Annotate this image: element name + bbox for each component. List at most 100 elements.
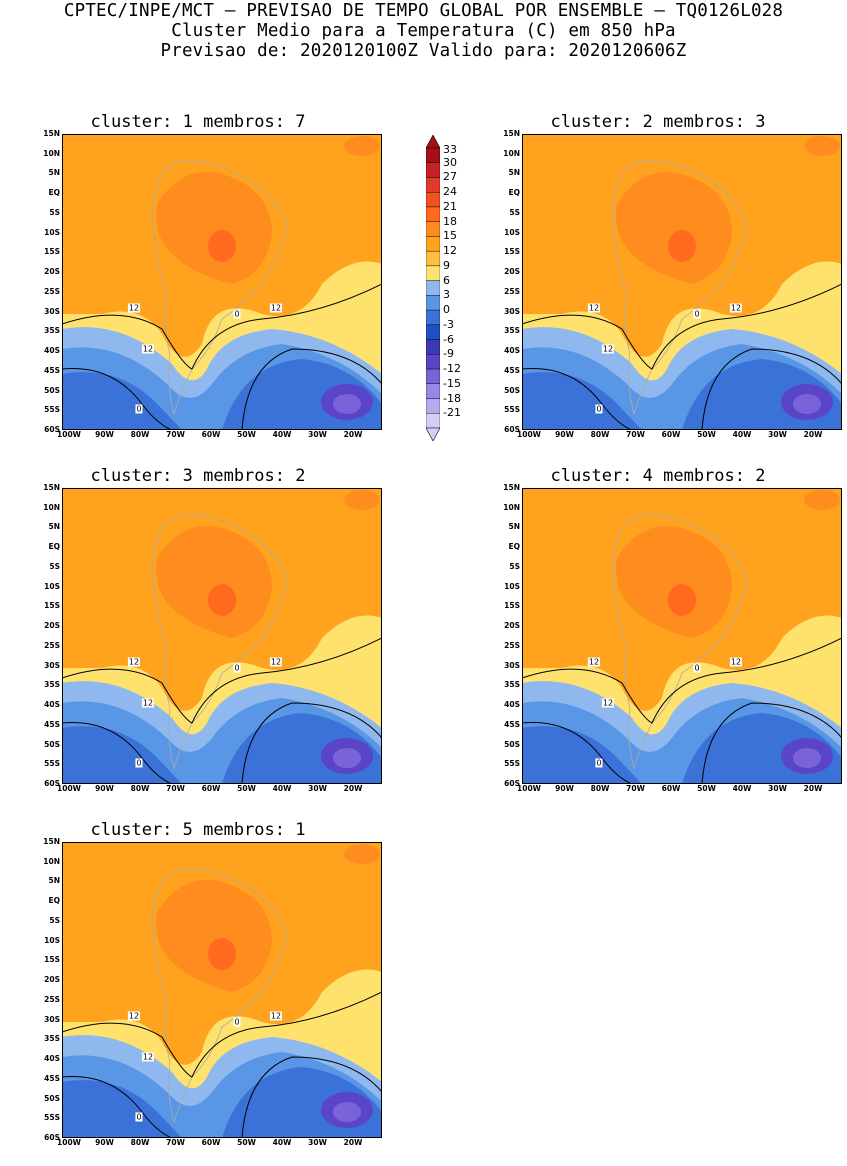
hot-spot xyxy=(668,584,696,616)
contour-label: 12 xyxy=(141,344,155,354)
contour-0-east xyxy=(241,1056,382,1138)
warm-ne xyxy=(344,490,380,510)
lat-tick-label: 50S xyxy=(504,385,520,395)
temperature-map xyxy=(62,488,382,784)
colorbar-swatch xyxy=(426,309,440,326)
lat-tick-label: 5S xyxy=(509,207,520,217)
colorbar-swatch xyxy=(426,265,440,281)
lat-tick-label: EQ xyxy=(48,542,61,552)
map-field xyxy=(522,488,842,784)
lat-tick-label: 15S xyxy=(44,955,60,965)
lat-tick-label: 40S xyxy=(44,700,60,710)
map-field xyxy=(62,134,382,430)
contour-label: 12 xyxy=(269,1011,283,1021)
lat-tick-label: 15N xyxy=(43,837,60,846)
contour-label: 0 xyxy=(595,758,603,768)
lat-tick-label: 10S xyxy=(44,581,60,591)
colorbar-tick-label: 3 xyxy=(443,288,450,302)
lon-tick-label: 100W xyxy=(57,1138,81,1147)
colorbar-swatch xyxy=(426,354,440,370)
lon-tick-label: 80W xyxy=(590,784,610,793)
colorbar-tick-label: 21 xyxy=(443,199,457,213)
lon-tick-label: 30W xyxy=(308,430,327,439)
hot-spot xyxy=(208,584,236,616)
colorbar-swatch xyxy=(426,368,440,384)
lon-tick-label: 20W xyxy=(343,784,363,793)
contour-label: 12 xyxy=(729,657,743,667)
warm-ne xyxy=(344,844,380,864)
cold-core-inner xyxy=(333,1102,361,1122)
lon-tick-label: 90W xyxy=(95,784,114,793)
contour-label: 0 xyxy=(693,309,701,319)
colorbar-tick-label: 15 xyxy=(443,229,457,243)
lon-tick-label: 90W xyxy=(95,430,114,439)
lon-tick-label: 70W xyxy=(166,784,185,793)
lat-tick-label: 5S xyxy=(509,561,520,571)
lat-tick-label: 5N xyxy=(508,522,521,532)
colorbar-tick-label: 9 xyxy=(443,258,450,272)
contour-label: 12 xyxy=(729,303,743,313)
band-ocean-pacific xyxy=(62,586,162,678)
contour-0-west xyxy=(62,1075,173,1138)
lat-tick-label: 35S xyxy=(504,680,520,690)
lat-tick-label: 55S xyxy=(504,759,520,769)
lat-tick-label: 10N xyxy=(43,856,60,866)
lat-tick-label: 30S xyxy=(44,1014,60,1024)
map-field xyxy=(62,488,382,784)
map-panel-1: cluster: 1 membros: 7 12 12 12 0 0 15N 10N 5N EQ 5… xyxy=(18,112,382,458)
lat-tick-label: 5S xyxy=(49,561,60,571)
colorbar-swatch xyxy=(426,162,440,178)
contour-label: 12 xyxy=(587,303,601,313)
colorbar-tick-label: 24 xyxy=(443,185,457,199)
lat-tick-label: 15N xyxy=(43,483,60,492)
panel-title: cluster: 2 membros: 3 xyxy=(550,112,766,132)
header-line-2: Cluster Medio para a Temperatura (C) em … xyxy=(171,21,676,41)
contour-0-west xyxy=(522,367,633,430)
lat-tick-label: 25S xyxy=(44,994,60,1004)
contour-label: 12 xyxy=(601,344,615,354)
lat-tick-label: 5N xyxy=(48,522,61,532)
warm-ne xyxy=(344,136,380,156)
panel-title: cluster: 5 membros: 1 xyxy=(90,820,306,840)
lat-tick-label: 15S xyxy=(504,247,520,257)
lat-tick-label: 15N xyxy=(43,129,60,138)
map-frame xyxy=(62,134,382,430)
lat-tick-label: 50S xyxy=(44,739,60,749)
lat-tick-label: 40S xyxy=(44,346,60,356)
lon-tick-label: 70W xyxy=(626,430,645,439)
colorbar-tick-label: 18 xyxy=(443,214,457,228)
hot-spot xyxy=(668,230,696,262)
cold-core-inner xyxy=(333,748,361,768)
lon-tick-label: 30W xyxy=(768,784,787,793)
lat-tick-label: 10S xyxy=(44,935,60,945)
colorbar-bottom-arrow xyxy=(426,427,440,441)
lat-tick-label: 5S xyxy=(49,915,60,925)
lat-tick-label: 40S xyxy=(504,346,520,356)
contour-0-east xyxy=(241,348,382,430)
colorbar-tick-label: 30 xyxy=(443,155,457,169)
lon-tick-label: 90W xyxy=(95,1138,114,1147)
lat-tick-label: 35S xyxy=(44,680,60,690)
panel-title: cluster: 1 membros: 7 xyxy=(90,112,306,132)
lon-tick-label: 90W xyxy=(555,784,574,793)
lat-tick-label: 55S xyxy=(44,405,60,415)
contour-0-east xyxy=(701,702,842,784)
lat-tick-label: 60S xyxy=(504,425,520,434)
lat-tick-label: 45S xyxy=(504,365,520,375)
contour-0-west xyxy=(62,367,173,430)
map-frame xyxy=(62,488,382,784)
colorbar-swatch xyxy=(426,177,440,193)
lon-tick-label: 40W xyxy=(272,1138,292,1147)
panel-title: cluster: 4 membros: 2 xyxy=(550,466,766,486)
lat-tick-label: 60S xyxy=(44,425,60,434)
lat-tick-label: 55S xyxy=(44,1113,60,1123)
lat-tick-label: 30S xyxy=(44,660,60,670)
contour-label: 0 xyxy=(233,309,241,319)
warm-core xyxy=(616,172,732,284)
lat-tick-label: 20S xyxy=(44,267,60,277)
lat-tick-label: 55S xyxy=(44,759,60,769)
lon-tick-label: 30W xyxy=(308,784,327,793)
lat-tick-label: 5S xyxy=(49,207,60,217)
lat-tick-label: 15S xyxy=(504,601,520,611)
lat-tick-label: 40S xyxy=(44,1054,60,1064)
